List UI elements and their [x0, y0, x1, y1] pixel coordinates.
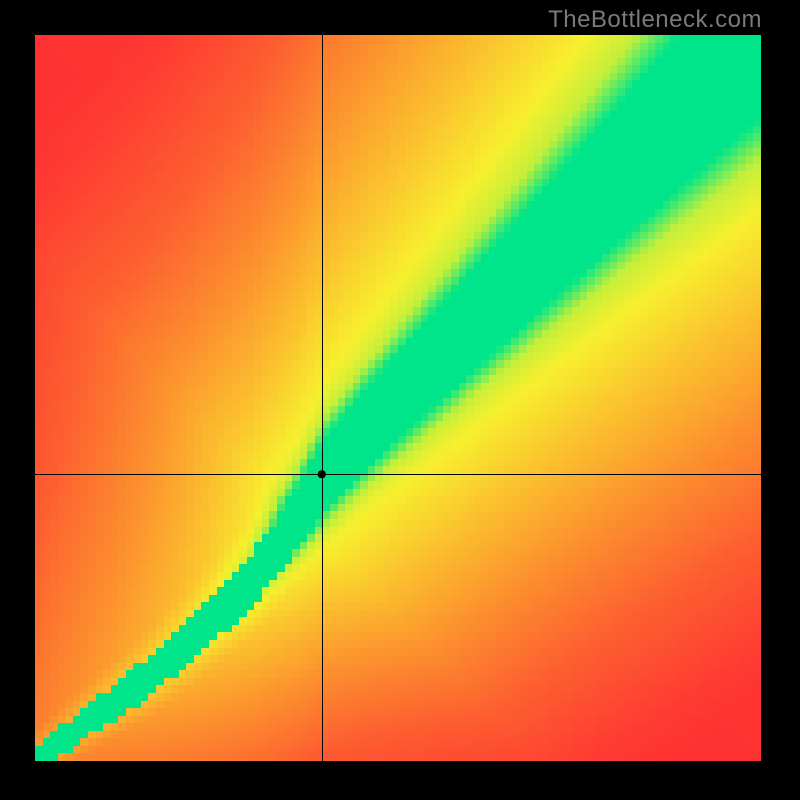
root-container: TheBottleneck.com — [0, 0, 800, 800]
heatmap-canvas — [35, 35, 761, 761]
plot-area — [35, 35, 761, 761]
watermark-text: TheBottleneck.com — [548, 6, 762, 34]
